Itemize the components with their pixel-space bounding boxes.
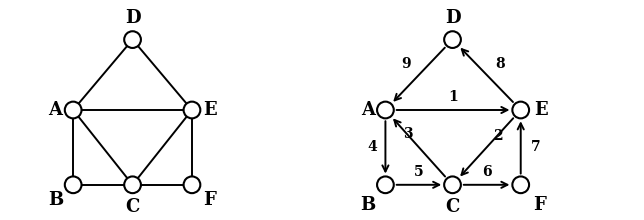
Text: D: D xyxy=(125,9,140,27)
Circle shape xyxy=(444,176,461,193)
Circle shape xyxy=(124,176,141,193)
Text: E: E xyxy=(203,101,216,119)
Text: 2: 2 xyxy=(493,129,502,143)
Text: B: B xyxy=(360,196,375,214)
Text: E: E xyxy=(534,101,547,119)
Circle shape xyxy=(377,176,393,193)
Text: 1: 1 xyxy=(448,90,458,104)
Text: F: F xyxy=(533,196,546,214)
Text: A: A xyxy=(48,101,62,119)
Text: 7: 7 xyxy=(531,140,541,154)
Text: F: F xyxy=(203,191,216,209)
Text: D: D xyxy=(445,9,460,27)
Circle shape xyxy=(377,102,393,118)
Circle shape xyxy=(65,102,82,118)
Text: 8: 8 xyxy=(495,57,505,71)
Circle shape xyxy=(513,102,529,118)
Circle shape xyxy=(444,31,461,48)
Text: 5: 5 xyxy=(414,165,424,179)
Text: 9: 9 xyxy=(401,57,411,71)
Text: A: A xyxy=(361,101,375,119)
Text: C: C xyxy=(446,198,460,216)
Circle shape xyxy=(65,176,82,193)
Text: 4: 4 xyxy=(367,140,377,154)
Circle shape xyxy=(124,31,141,48)
Circle shape xyxy=(513,176,529,193)
Text: B: B xyxy=(48,191,63,209)
Text: 3: 3 xyxy=(403,127,413,141)
Text: 6: 6 xyxy=(482,165,491,179)
Text: C: C xyxy=(126,198,140,216)
Circle shape xyxy=(184,102,200,118)
Circle shape xyxy=(184,176,200,193)
